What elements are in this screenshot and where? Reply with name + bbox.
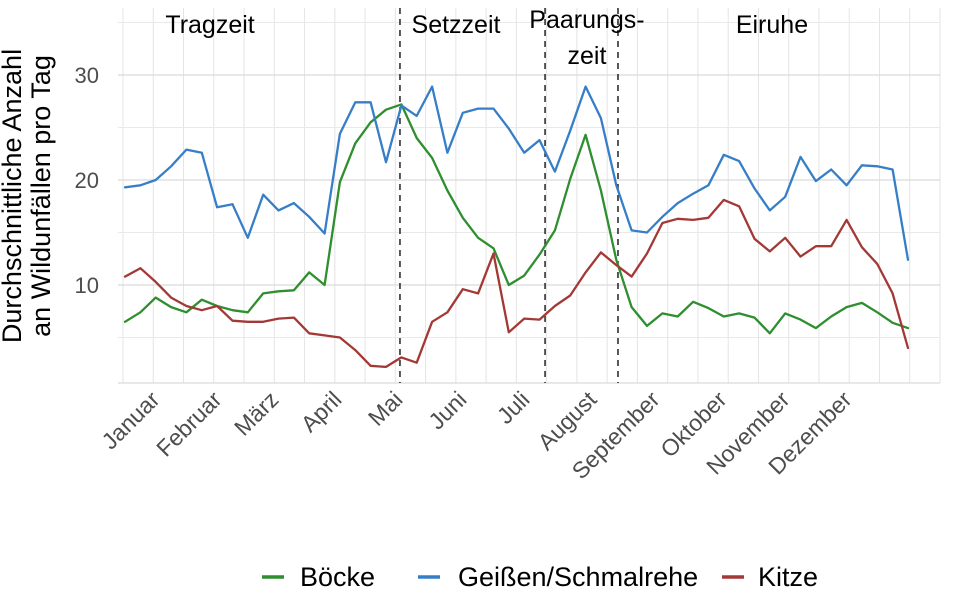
phase-label: zeit [568,42,607,70]
phase-labels: Tragzeit Setzzeit Paarungs-zeit Eiruhe [165,6,808,70]
y-tick-label: 20 [75,168,99,193]
phase-label: Setzzeit [412,11,501,39]
phase-label: Eiruhe [736,11,808,39]
y-axis-title-line1: Durchschnittliche Anzahl [0,49,27,343]
x-tick-label: März [229,386,284,441]
series-line-0 [123,103,910,335]
legend-label-kitze: Kitze [758,562,818,592]
legend-label-geissen: Geißen/Schmalrehe [458,562,698,592]
gridlines [118,8,941,384]
y-tick-label: 10 [75,273,99,298]
legend: Böcke Geißen/Schmalrehe Kitze [262,562,818,592]
y-tick-label: 30 [75,63,99,88]
phase-boundary-lines [399,8,619,383]
y-axis-title-line2: an Wildunfällen pro Tag [26,55,56,337]
legend-label-boecke: Böcke [300,562,375,592]
x-tick-label: Juni [423,386,471,434]
series-line-1 [123,85,910,261]
y-axis-tick-labels: 30 20 10 [75,63,99,298]
series-lines [123,85,910,369]
x-tick-label: Februar [151,386,227,462]
x-tick-label: Juli [492,386,535,429]
phase-label: Paarungs- [529,6,644,34]
phase-label: Tragzeit [165,11,254,39]
series-line-2 [123,198,910,369]
x-tick-label: Mai [363,386,408,431]
x-tick-label: April [296,386,347,437]
